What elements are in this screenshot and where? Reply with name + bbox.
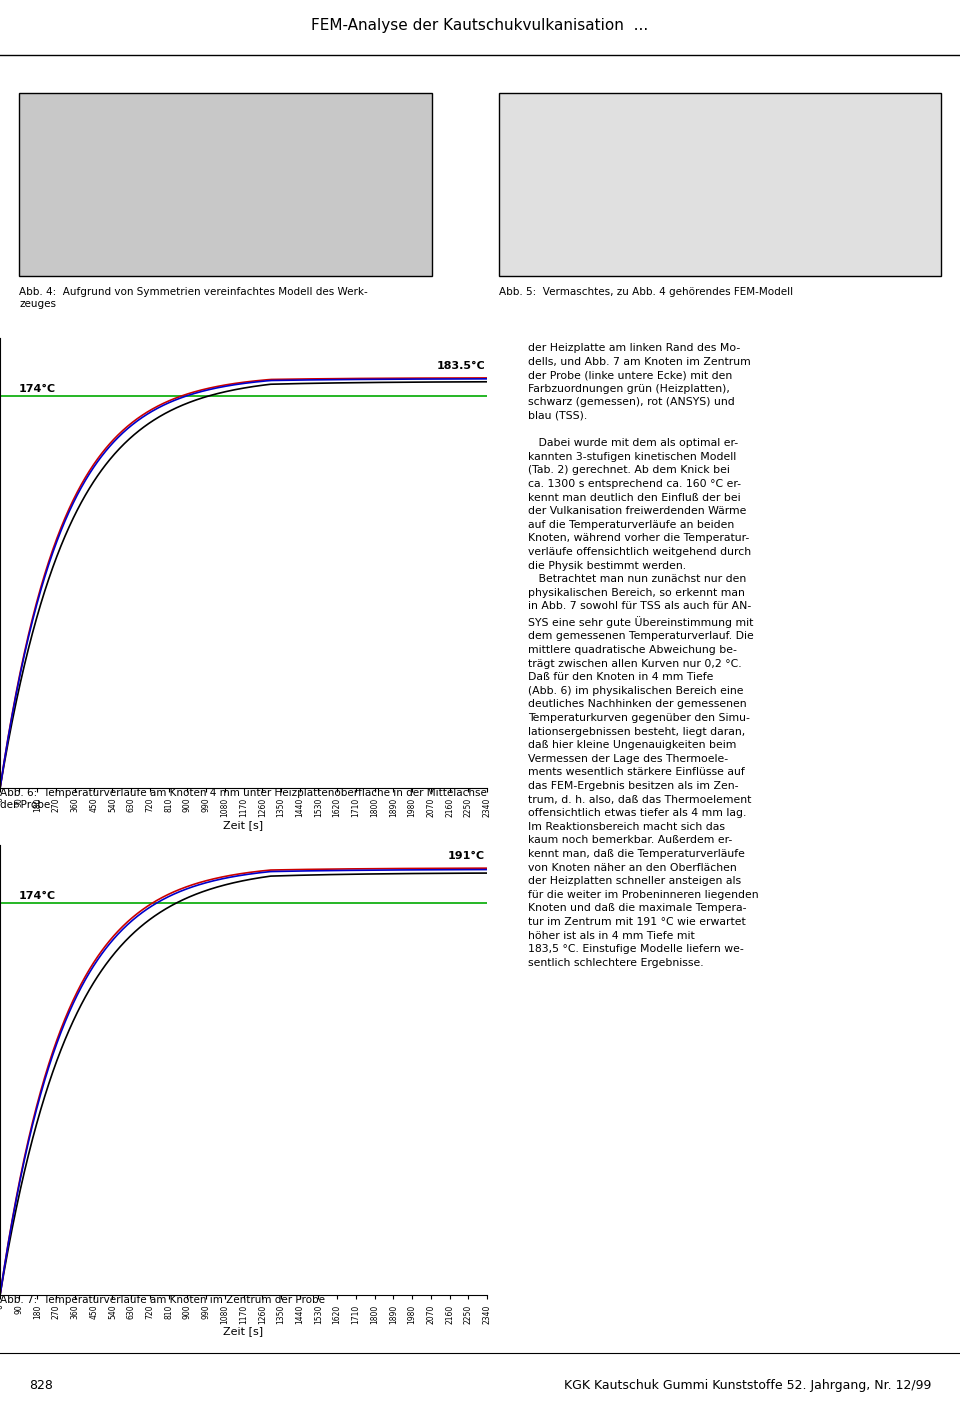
Text: Abb. 4:  Aufgrund von Symmetrien vereinfachtes Modell des Werk-
zeuges: Abb. 4: Aufgrund von Symmetrien vereinfa… xyxy=(19,287,368,308)
Text: 828: 828 xyxy=(29,1378,53,1393)
X-axis label: Zeit [s]: Zeit [s] xyxy=(224,819,264,829)
Text: 183.5°C: 183.5°C xyxy=(436,360,485,370)
Text: Abb. 7:  Temperaturverläufe am Knoten im Zentrum der Probe: Abb. 7: Temperaturverläufe am Knoten im … xyxy=(0,1295,325,1305)
Text: der Heizplatte am linken Rand des Mo-
dells, und Abb. 7 am Knoten im Zentrum
der: der Heizplatte am linken Rand des Mo- de… xyxy=(528,344,759,967)
Bar xyxy=(19,93,432,276)
Text: Abb. 5:  Vermaschtes, zu Abb. 4 gehörendes FEM-Modell: Abb. 5: Vermaschtes, zu Abb. 4 gehörende… xyxy=(499,287,793,297)
Text: 174°C: 174°C xyxy=(19,384,56,394)
Text: 174°C: 174°C xyxy=(19,891,56,901)
Bar xyxy=(499,93,941,276)
Text: Abb. 6:  Temperaturverläufe am Knoten 4 mm unter Heizplattenoberfläche in der Mi: Abb. 6: Temperaturverläufe am Knoten 4 m… xyxy=(0,788,487,810)
Text: FEM-Analyse der Kautschukvulkanisation  ...: FEM-Analyse der Kautschukvulkanisation .… xyxy=(311,18,649,32)
Text: KGK Kautschuk Gummi Kunststoffe 52. Jahrgang, Nr. 12/99: KGK Kautschuk Gummi Kunststoffe 52. Jahr… xyxy=(564,1378,931,1393)
X-axis label: Zeit [s]: Zeit [s] xyxy=(224,1326,264,1336)
Text: 191°C: 191°C xyxy=(447,850,485,860)
